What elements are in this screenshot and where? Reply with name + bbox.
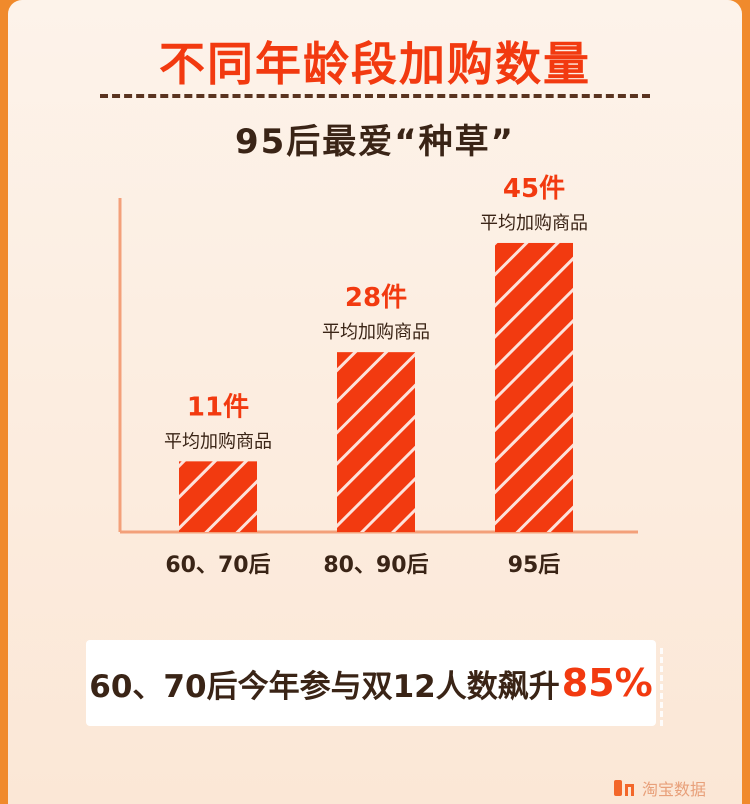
brand-logo-icon xyxy=(613,778,636,798)
data-label-caption-2: 平均加购商品 xyxy=(322,322,430,343)
data-label-caption-1: 平均加购商品 xyxy=(164,431,272,452)
infographic-card: 不同年龄段加购数量 95后最爱“种草” 11件 平均加购商品 60、70后 28件 平均… xyxy=(8,0,742,804)
bar-3 xyxy=(495,242,573,532)
banner-dashed-edge xyxy=(660,648,669,726)
bar-2 xyxy=(337,352,415,532)
banner-highlight: 85% xyxy=(561,661,653,705)
bar-chart: 11件平均加购商品60、70后28件平均加购商品80、90后45件平均加购商品9… xyxy=(118,174,638,578)
chart-title: 不同年龄段加购数量 xyxy=(159,37,591,91)
x-tick-label-1: 60、70后 xyxy=(165,553,270,578)
dashed-divider xyxy=(100,94,650,98)
bar-1 xyxy=(179,461,257,532)
data-label-caption-3: 平均加购商品 xyxy=(480,213,588,234)
data-label-value-3: 45件 xyxy=(503,174,565,204)
brand-text: 淘宝数据 xyxy=(641,780,706,799)
banner-text: 60、70后今年参与双12人数飙升 xyxy=(89,668,560,705)
chart-subtitle: 95后最爱“种草” xyxy=(234,122,515,162)
data-label-value-2: 28件 xyxy=(345,283,407,313)
brand-mark: 淘宝数据 xyxy=(613,776,706,800)
x-tick-label-3: 95后 xyxy=(508,553,561,578)
highlight-banner: 60、70后今年参与双12人数飙升 85% xyxy=(86,640,656,726)
data-label-value-1: 11件 xyxy=(187,392,249,422)
x-tick-label-2: 80、90后 xyxy=(323,553,428,578)
